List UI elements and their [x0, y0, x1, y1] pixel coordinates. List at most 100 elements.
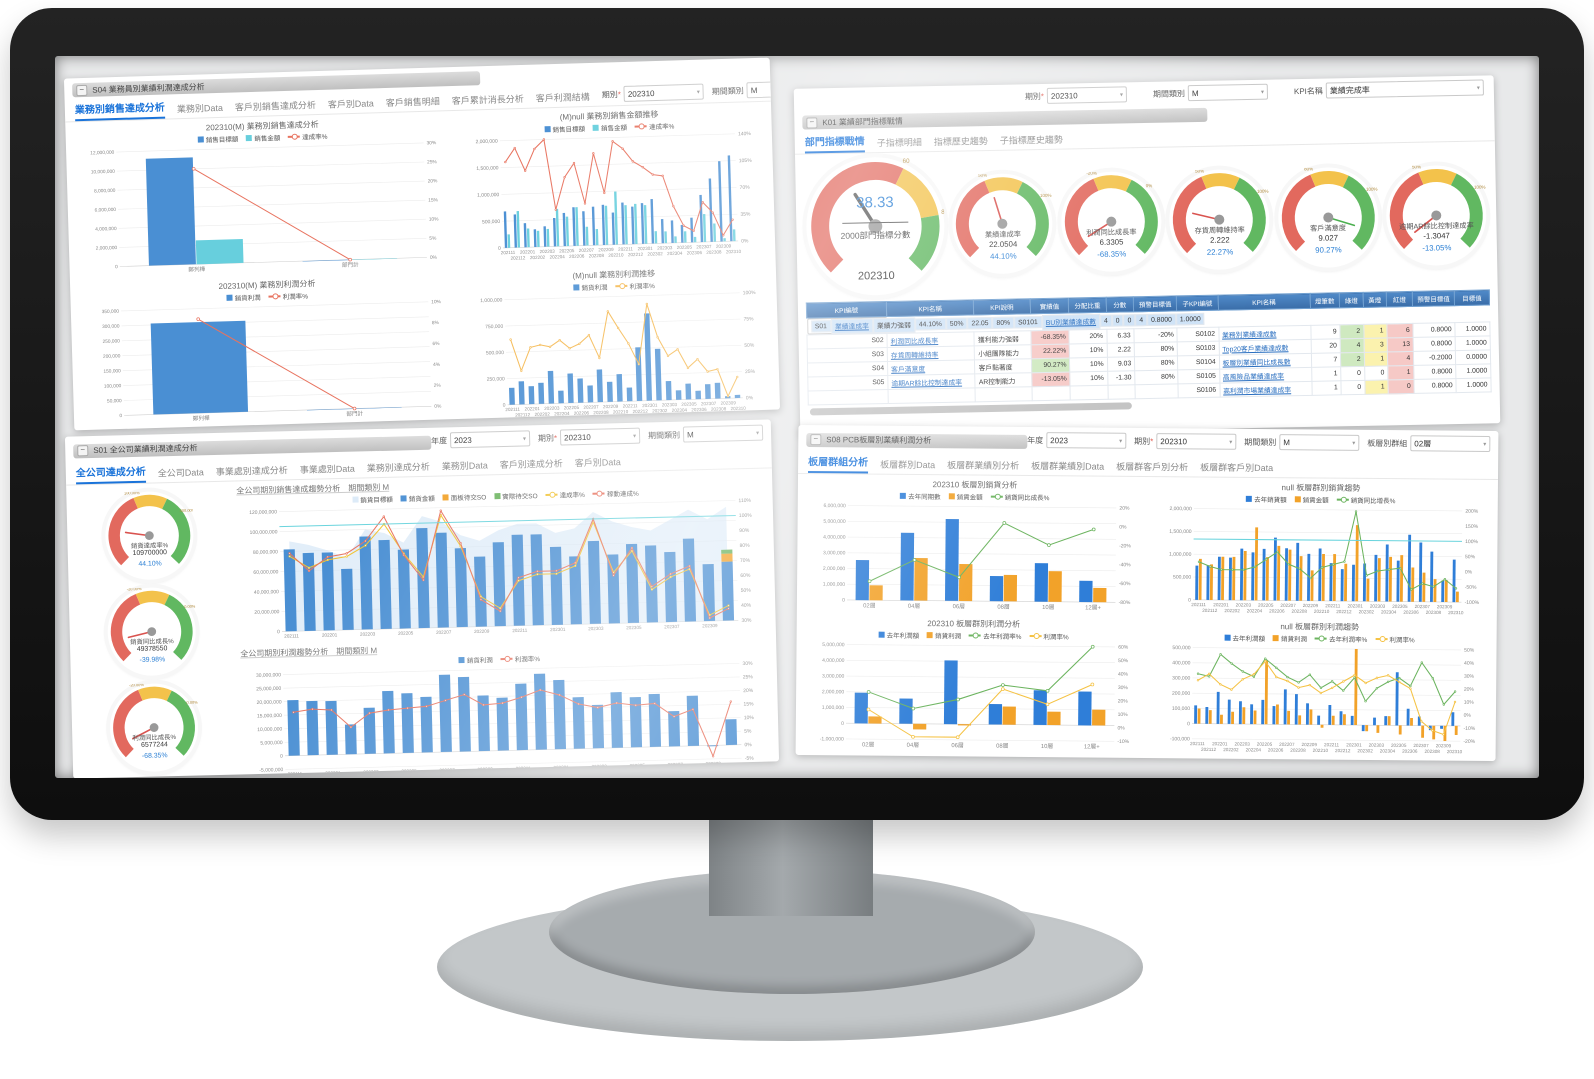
filter-select-KPI名稱[interactable]: 業績完成率 ▾ [1325, 79, 1484, 99]
kpi-link[interactable]: 業務別業績達成數 [1222, 331, 1277, 340]
column-header[interactable]: 分數 [1105, 296, 1134, 313]
column-header[interactable]: 子KPI編號 [1176, 295, 1219, 311]
column-header[interactable]: 黃燈 [1362, 291, 1387, 308]
chart-layer-sales: 202310 板層別銷貨分析 去年同期數 銷貨金額 銷貨同比成長% 0 1,000,000… [801, 476, 1148, 618]
tab-板層群組分析[interactable]: 板層群組分析 [808, 453, 869, 474]
filter-KPI名稱: KPI名稱 業績完成率 ▾ [1294, 79, 1484, 100]
svg-text:1,000,000: 1,000,000 [480, 297, 503, 304]
legend-item: 銷貨同比增長% [1336, 495, 1396, 505]
tab-業務別銷售達成分析[interactable]: 業務別銷售達成分析 [74, 98, 166, 122]
kpi-link[interactable]: 板層別業績同比成長數 [1222, 358, 1291, 368]
tab-全公司達成分析[interactable]: 全公司達成分析 [75, 462, 147, 485]
panel-s08-header[interactable]: − S08 PCB板層別業績利潤分析 [806, 432, 1028, 449]
tab-客戶別達成分析[interactable]: 客戶別達成分析 [499, 458, 563, 471]
tab-事業處別達成分析[interactable]: 事業處別達成分析 [215, 465, 288, 477]
legend-line-swatch [545, 491, 558, 498]
kpi-link[interactable]: 逾期AR餘比控制達成率 [891, 379, 963, 388]
svg-text:202211: 202211 [516, 766, 532, 771]
svg-text:04層: 04層 [907, 742, 920, 749]
svg-text:202302: 202302 [647, 251, 663, 256]
tab-業務別達成分析[interactable]: 業務別達成分析 [366, 461, 430, 474]
filter-select-年度[interactable]: 2023 ▾ [1046, 432, 1127, 449]
tab-業務別Data[interactable]: 業務別Data [441, 460, 488, 472]
legend-label: 去年利潤率% [1329, 636, 1368, 644]
table-cell: 1 [1364, 379, 1389, 395]
svg-text:-50%: -50% [1465, 585, 1477, 591]
filter-select-期別[interactable]: 202310 ▾ [1046, 86, 1128, 104]
table-cell: -0.2000 [1413, 350, 1456, 366]
tab-子指標明細[interactable]: 子指標明細 [876, 137, 922, 149]
kpi-link[interactable]: 高風險品業績達成率 [1222, 372, 1285, 382]
svg-text:202306: 202306 [1403, 610, 1419, 615]
tab-板層群業績別分析[interactable]: 板層群業績別分析 [947, 460, 1020, 471]
gauge-score-value: 38.33 [855, 194, 894, 212]
filter-select-期別[interactable]: 202310 ▾ [559, 427, 641, 446]
column-header[interactable]: 紅燈 [1386, 291, 1413, 307]
filter-label: 期別* [601, 89, 621, 100]
legend-label: 銷貨利潤 [1281, 636, 1308, 644]
collapse-icon[interactable]: − [77, 445, 89, 457]
tab-板層群客戶別分析[interactable]: 板層群客戶別分析 [1116, 461, 1189, 473]
column-header[interactable]: KPI名稱 [1217, 293, 1311, 311]
tab-板層群別Data[interactable]: 板層群別Data [880, 459, 936, 471]
filter-select-期別[interactable]: 202310 ▾ [1156, 433, 1237, 450]
tab-全公司Data[interactable]: 全公司Data [157, 467, 204, 479]
table-cell: 0 [1340, 366, 1365, 381]
tab-客戶銷售明細[interactable]: 客戶銷售明細 [385, 96, 440, 109]
column-header[interactable]: 目標值 [1454, 289, 1490, 306]
column-header[interactable]: 燈筆數 [1309, 292, 1340, 309]
kpi-link[interactable]: 客戶滿意度 [891, 365, 926, 374]
table-row[interactable]: S01 業績達成率 業績力強弱 44.10% 50% 22.05 80% S0101 BU別業績… [806, 312, 1205, 335]
svg-text:202207: 202207 [578, 248, 594, 253]
table-cell: S02 [806, 333, 888, 350]
tab-子指標歷史趨勢[interactable]: 子指標歷史趨勢 [999, 134, 1063, 146]
tab-板層群業績別Data[interactable]: 板層群業績別Data [1031, 460, 1105, 472]
tab-部門指標戰情[interactable]: 部門指標戰情 [804, 132, 865, 154]
svg-text:202307: 202307 [701, 400, 717, 405]
column-header[interactable]: 分配比重 [1068, 297, 1107, 314]
kpi-link[interactable]: 高利潤市場業績達成率 [1223, 386, 1292, 396]
collapse-icon[interactable]: − [810, 434, 822, 446]
filter-select-期間類別[interactable]: M▾ [1187, 83, 1269, 102]
tab-客戶別銷售達成分析[interactable]: 客戶別銷售達成分析 [234, 100, 317, 113]
kpi-link[interactable]: BU別業績達成數 [1045, 318, 1097, 327]
table-cell: -68.35% [1030, 330, 1070, 345]
kpi-link[interactable]: Top20客戶業績達成數 [1222, 344, 1289, 354]
filter-select-期間類別[interactable]: M▾ [746, 79, 781, 99]
svg-text:202112: 202112 [1201, 747, 1217, 752]
tab-客戶別Data[interactable]: 客戶別Data [574, 457, 621, 469]
tab-客戶利潤結構[interactable]: 客戶利潤結構 [535, 91, 590, 104]
kpi-link[interactable]: 存貨周轉維持率 [890, 351, 939, 360]
kpi-link[interactable]: 業績達成率 [834, 323, 869, 332]
svg-text:30%: 30% [1118, 685, 1129, 691]
column-header[interactable]: KPI編號 [806, 301, 887, 319]
filter-select-年度[interactable]: 2023 ▾ [449, 430, 531, 449]
svg-text:202111: 202111 [500, 250, 515, 255]
tab-板層群客戶別Data[interactable]: 板層群客戶別Data [1200, 462, 1274, 474]
collapse-icon[interactable]: − [806, 116, 818, 129]
filter-select-期別[interactable]: 202310 ▾ [623, 83, 705, 102]
svg-text:8%: 8% [432, 320, 440, 326]
column-header[interactable]: 實績值 [1029, 298, 1069, 314]
filter-select-期間類別[interactable]: M▾ [1279, 434, 1360, 451]
column-header[interactable]: KPI說明 [973, 298, 1031, 315]
svg-text:30%: 30% [1464, 674, 1475, 680]
table-cell: 0 [1387, 379, 1415, 394]
column-header[interactable]: 預警目標值 [1133, 295, 1177, 312]
tab-指標歷史趨勢[interactable]: 指標歷史趨勢 [933, 136, 988, 148]
column-header[interactable]: 綠燈 [1339, 292, 1364, 308]
tab-客戶累計消長分析[interactable]: 客戶累計消長分析 [451, 93, 524, 107]
filter-select-期間類別[interactable]: M▾ [682, 424, 764, 443]
collapse-icon[interactable]: − [76, 84, 88, 96]
column-header[interactable]: KPI名稱 [886, 299, 975, 317]
svg-text:202301: 202301 [637, 246, 653, 251]
table-cell: 6.33 [1106, 328, 1135, 344]
tab-業務別Data[interactable]: 業務別Data [176, 102, 224, 115]
kpi-link[interactable]: 利潤同比成長率 [890, 337, 939, 346]
column-header[interactable]: 預警目標值 [1412, 290, 1455, 307]
tab-事業處別Data[interactable]: 事業處別Data [299, 463, 355, 475]
tab-客戶別Data[interactable]: 客戶別Data [327, 98, 375, 110]
filter-select-板層別群組[interactable]: 02層 ▾ [1410, 435, 1491, 452]
svg-text:202202: 202202 [1224, 608, 1240, 613]
svg-text:20%: 20% [428, 178, 439, 184]
